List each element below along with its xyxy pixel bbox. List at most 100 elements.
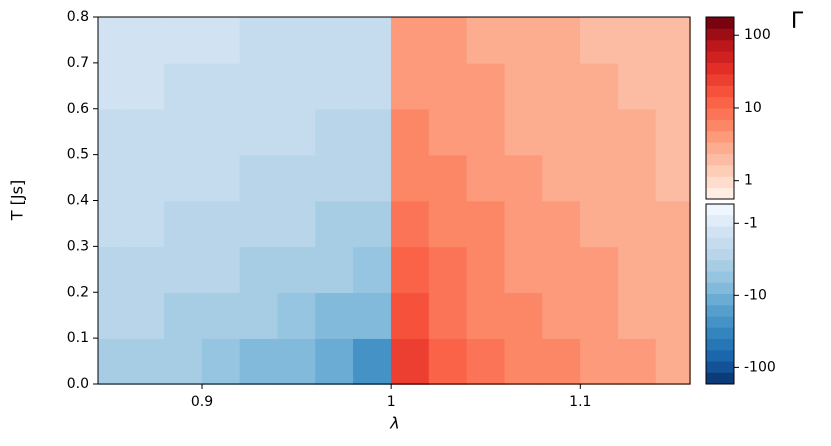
colorbar-band	[706, 176, 734, 189]
contour-cell	[97, 292, 128, 339]
colorbar-band	[706, 17, 734, 29]
contour-cell	[201, 108, 241, 156]
y-tick-label: 0.0	[67, 376, 89, 392]
contour-cell	[163, 246, 203, 294]
contour-cell	[466, 246, 506, 294]
y-tick-label: 0.8	[67, 9, 89, 25]
contour-cell	[315, 154, 355, 202]
colorbar-band	[706, 215, 734, 227]
contour-cell	[163, 108, 203, 156]
contour-cell	[390, 62, 430, 110]
contour-cell	[201, 16, 241, 64]
contour-cell	[580, 108, 619, 156]
contour-cell	[163, 16, 203, 64]
y-tick-label: 0.1	[67, 330, 89, 346]
colorbar-tick-label: -10	[744, 287, 767, 303]
contour-cell	[580, 246, 619, 294]
x-tick-label: 0.9	[191, 394, 213, 410]
contour-cell	[617, 62, 657, 110]
contour-cell	[504, 292, 544, 339]
contour-cell	[580, 154, 619, 202]
colorbar-band	[706, 327, 734, 340]
contour-cell	[126, 16, 165, 64]
contour-cell	[428, 292, 468, 339]
contour-cell	[97, 337, 128, 385]
contour-cell	[201, 246, 241, 294]
x-axis-label: λ	[389, 414, 399, 433]
contour-cell	[617, 292, 657, 339]
contour-cell	[201, 62, 241, 110]
contour-cell	[428, 246, 468, 294]
colorbar-band	[706, 96, 734, 109]
colorbar-band	[706, 282, 734, 295]
contour-cell	[428, 200, 468, 248]
contour-cell	[97, 62, 128, 110]
contour-cell	[390, 246, 430, 294]
colorbar-band	[706, 316, 734, 329]
contour-cell	[466, 154, 506, 202]
contour-cell	[580, 337, 619, 385]
contour-cell	[315, 200, 355, 248]
contour-cell	[655, 62, 691, 110]
contour-cell	[239, 16, 279, 64]
contour-cell	[466, 337, 506, 385]
y-tick-label: 0.2	[67, 284, 89, 300]
colorbar-band	[706, 271, 734, 284]
contour-cell	[617, 246, 657, 294]
contour-cell	[542, 200, 582, 248]
contour-cell	[126, 292, 165, 339]
contour-field	[97, 16, 691, 385]
colorbar-band	[706, 294, 734, 306]
contour-cell	[315, 62, 355, 110]
contour-cell	[542, 62, 582, 110]
contour-cell	[428, 154, 468, 202]
colorbar-title: Γ	[791, 9, 804, 34]
contour-cell	[277, 246, 317, 294]
contour-cell	[277, 337, 317, 385]
contour-cell	[466, 62, 506, 110]
contour-cell	[277, 62, 317, 110]
contour-cell	[390, 337, 430, 385]
x-tick-label: 1.1	[569, 394, 591, 410]
colorbar-band	[706, 350, 734, 362]
colorbar-band	[706, 249, 734, 261]
contour-cell	[466, 108, 506, 156]
colorbar-band	[706, 339, 734, 351]
y-tick-label: 0.6	[67, 101, 89, 117]
contour-cell	[542, 246, 582, 294]
contour-cell	[353, 62, 392, 110]
colorbar-band	[706, 39, 734, 52]
colorbar-band	[706, 226, 734, 239]
colorbar-tick-label: -100	[744, 359, 776, 375]
contour-cell	[655, 292, 691, 339]
contour-cell	[390, 292, 430, 339]
contour-cell	[466, 16, 506, 64]
contour-cell	[201, 292, 241, 339]
contour-cell	[163, 200, 203, 248]
contour-cell	[239, 337, 279, 385]
contour-cell	[353, 200, 392, 248]
colorbar-band	[706, 153, 734, 166]
contour-cell	[239, 246, 279, 294]
contour-cell	[580, 200, 619, 248]
colorbar-tick-label: 1	[744, 173, 753, 189]
contour-cell	[163, 62, 203, 110]
colorbar-tick-label: 10	[744, 100, 762, 116]
contour-cell	[163, 337, 203, 385]
contour-cell	[315, 246, 355, 294]
contour-cell	[542, 292, 582, 339]
colorbar-tick-label: -1	[744, 215, 758, 231]
colorbar-band	[706, 130, 734, 143]
contour-cell	[542, 108, 582, 156]
contour-cell	[504, 108, 544, 156]
contour-cell	[655, 154, 691, 202]
y-tick-label: 0.3	[67, 238, 89, 254]
colorbar-band	[706, 164, 734, 177]
contour-cell	[617, 337, 657, 385]
contour-cell	[239, 200, 279, 248]
contour-cell	[126, 62, 165, 110]
colorbar-tick-label: 100	[744, 27, 771, 43]
contour-cell	[390, 200, 430, 248]
contour-cell	[201, 154, 241, 202]
contour-cell	[542, 16, 582, 64]
